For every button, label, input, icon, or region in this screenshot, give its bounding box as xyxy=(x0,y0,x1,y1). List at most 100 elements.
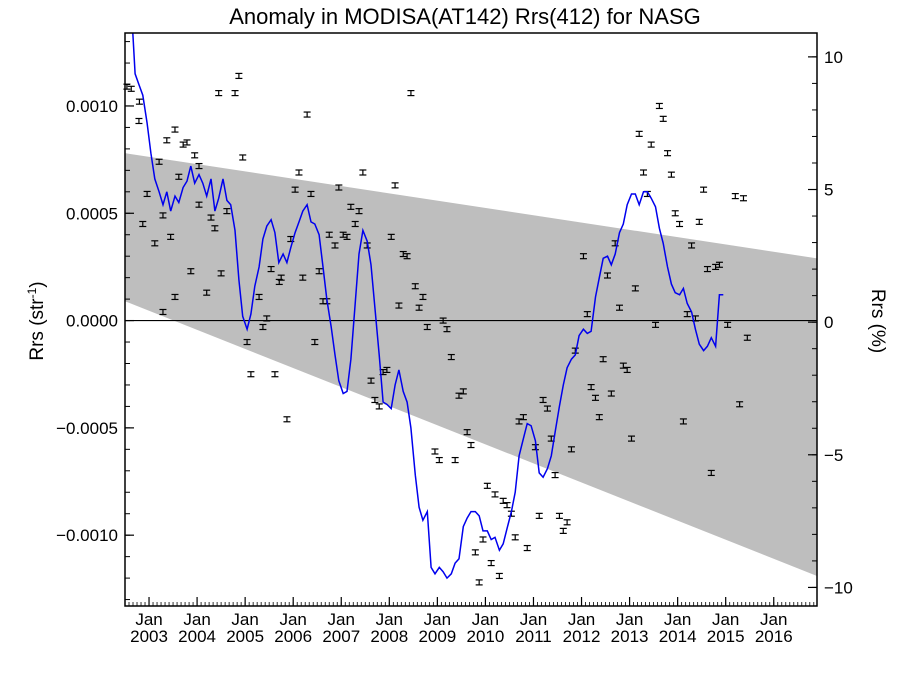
data-point xyxy=(679,418,687,425)
data-point xyxy=(707,469,715,477)
x-tick-month: Jan xyxy=(183,610,210,629)
data-point xyxy=(631,285,639,292)
x-tick-month: Jan xyxy=(135,610,162,629)
data-point xyxy=(235,72,243,80)
y-axis-left-label-main: Rrs (str xyxy=(27,298,48,361)
data-point xyxy=(559,527,567,534)
data-point xyxy=(399,250,407,258)
data-point xyxy=(171,293,179,301)
y-axis-left-label-sup: -1 xyxy=(25,287,39,298)
data-point xyxy=(595,414,603,421)
data-point xyxy=(335,184,343,191)
x-tick-month: Jan xyxy=(760,610,787,629)
data-point xyxy=(683,311,691,318)
x-tick-year: 2011 xyxy=(515,627,552,646)
y-left-tick-label: −0.0005 xyxy=(56,419,118,438)
x-tick-year: 2009 xyxy=(418,627,456,646)
data-point xyxy=(475,579,483,586)
data-point xyxy=(463,429,471,436)
data-point xyxy=(700,186,708,193)
y-axis-left-label: Rrs (str-1) xyxy=(25,281,48,360)
x-tick-year: 2005 xyxy=(226,627,264,646)
x-tick-month: Jan xyxy=(472,610,499,629)
data-point xyxy=(171,126,179,133)
y-left-tick-label: 0.0010 xyxy=(66,97,118,116)
data-point xyxy=(471,549,479,556)
data-point xyxy=(455,392,463,399)
data-point xyxy=(295,169,303,176)
data-point xyxy=(203,289,211,296)
data-point xyxy=(415,304,423,311)
data-point xyxy=(187,268,195,275)
data-point xyxy=(127,85,135,92)
data-point xyxy=(652,321,660,328)
data-point xyxy=(387,233,395,240)
data-point xyxy=(655,102,663,110)
data-point xyxy=(339,231,347,238)
smoothed-line xyxy=(132,33,724,580)
data-point xyxy=(607,390,615,397)
data-point xyxy=(175,173,183,180)
data-point xyxy=(291,186,299,193)
x-tick-month: Jan xyxy=(328,610,355,629)
data-point xyxy=(724,321,732,328)
data-point xyxy=(459,388,467,395)
data-point xyxy=(703,265,711,273)
data-point xyxy=(587,384,595,391)
y-axis-left-label-close: ) xyxy=(27,281,48,287)
data-point xyxy=(231,89,239,97)
data-point xyxy=(495,572,503,580)
data-point xyxy=(359,169,367,176)
x-tick-year: 2007 xyxy=(322,627,360,646)
x-tick-year: 2016 xyxy=(755,627,793,646)
data-point xyxy=(443,326,451,333)
data-point xyxy=(615,304,623,311)
data-point xyxy=(555,512,563,519)
data-point xyxy=(383,366,391,374)
x-tick-year: 2015 xyxy=(707,627,745,646)
data-point xyxy=(567,446,575,453)
y-right-tick-label: −10 xyxy=(824,578,853,597)
data-point xyxy=(591,394,599,401)
y-left-tick-label: −0.0010 xyxy=(56,526,118,545)
data-point xyxy=(351,220,359,228)
data-point xyxy=(635,130,643,137)
data-point xyxy=(255,293,263,301)
data-point xyxy=(503,502,511,509)
data-point xyxy=(211,225,219,232)
data-point xyxy=(215,89,223,97)
data-point xyxy=(303,111,311,118)
data-point xyxy=(603,272,611,279)
data-point xyxy=(519,414,527,421)
data-point xyxy=(647,141,655,148)
data-point xyxy=(715,261,723,268)
y-right-tick-label: 10 xyxy=(824,48,843,67)
data-point xyxy=(712,263,720,271)
data-point xyxy=(367,377,375,384)
x-tick-year: 2013 xyxy=(611,627,649,646)
data-point xyxy=(347,203,355,210)
y-left-tick-label: 0.0005 xyxy=(66,204,118,223)
data-point xyxy=(135,117,143,125)
x-tick-year: 2012 xyxy=(563,627,601,646)
data-point xyxy=(451,456,459,464)
data-point xyxy=(739,195,747,202)
data-point xyxy=(307,190,315,198)
x-tick-month: Jan xyxy=(712,610,739,629)
x-tick-month: Jan xyxy=(520,610,547,629)
x-tick-month: Jan xyxy=(231,610,258,629)
trend-band xyxy=(125,153,817,576)
data-point xyxy=(736,401,744,408)
chart-title: Anomaly in MODISA(AT142) Rrs(412) for NA… xyxy=(229,4,701,29)
data-point xyxy=(623,366,631,374)
data-point xyxy=(243,338,251,346)
data-point xyxy=(551,471,559,479)
data-point xyxy=(283,416,291,423)
y-right-tick-label: 5 xyxy=(824,181,833,200)
data-point xyxy=(343,233,351,240)
data-point xyxy=(195,162,203,170)
data-point xyxy=(277,274,285,281)
data-point xyxy=(419,293,427,301)
data-point xyxy=(299,274,307,281)
data-point xyxy=(628,435,636,442)
